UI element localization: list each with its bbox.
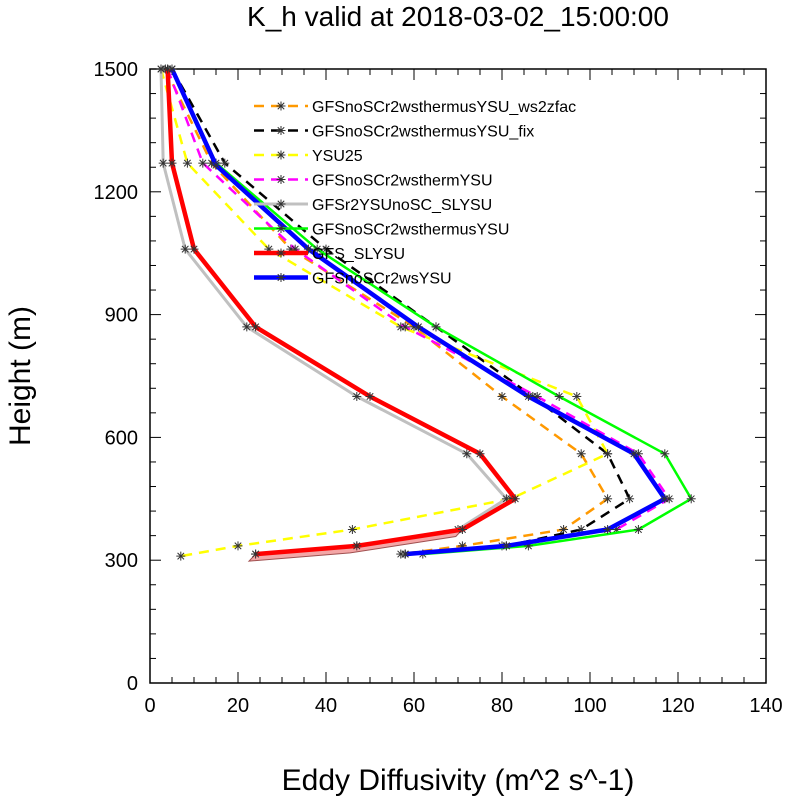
data-point bbox=[352, 391, 362, 401]
legend-marker bbox=[276, 101, 286, 111]
x-axis: 0 20 40 60 80 100 120 140 bbox=[144, 69, 783, 717]
x-axis-label: Eddy Diffusivity (m^2 s^-1) bbox=[282, 764, 635, 796]
y-tick-label: 600 bbox=[105, 427, 138, 449]
data-point bbox=[497, 391, 507, 401]
data-point bbox=[167, 64, 177, 74]
data-point bbox=[413, 322, 423, 332]
data-point bbox=[182, 158, 192, 168]
data-point bbox=[352, 541, 362, 551]
plot-frame bbox=[149, 68, 767, 684]
legend-item: GFS_SLYSU bbox=[254, 246, 405, 263]
y-axis-label: Height (m) bbox=[4, 306, 37, 446]
data-point bbox=[242, 322, 252, 332]
data-point bbox=[633, 525, 643, 534]
legend-marker bbox=[276, 126, 286, 135]
y-tick-label: 900 bbox=[105, 305, 138, 327]
data-point bbox=[462, 449, 472, 459]
data-point bbox=[365, 391, 375, 401]
data-point bbox=[510, 494, 520, 504]
data-point bbox=[660, 494, 670, 504]
legend: GFSnoSCr2wsthermusYSU_ws2zfac GFSnoSCr2ws… bbox=[254, 99, 576, 288]
data-point bbox=[603, 525, 613, 534]
legend-label: GFSnoSCr2wsthermusYSU bbox=[312, 222, 509, 239]
data-point bbox=[629, 449, 639, 459]
x-tick-label: 40 bbox=[315, 695, 337, 717]
data-point bbox=[251, 549, 261, 559]
x-tick-label: 100 bbox=[573, 695, 606, 717]
data-point bbox=[167, 158, 177, 168]
data-point bbox=[156, 64, 166, 74]
data-point bbox=[625, 494, 635, 504]
legend-marker bbox=[276, 150, 286, 160]
data-point bbox=[220, 158, 230, 168]
y-tick-label: 1200 bbox=[94, 182, 139, 204]
data-point bbox=[180, 244, 190, 254]
data-point bbox=[554, 391, 564, 401]
x-tick-label: 80 bbox=[491, 695, 513, 717]
data-point bbox=[660, 449, 670, 459]
legend-marker bbox=[276, 199, 286, 209]
legend-item: GFSnoSCr2wsthermYSU bbox=[254, 173, 493, 190]
chart-title: K_h valid at 2018-03-02_15:00:00 bbox=[247, 1, 669, 32]
data-point bbox=[321, 244, 331, 254]
legend-item: GFSr2YSUnoSC_SLYSU bbox=[254, 197, 492, 214]
data-point bbox=[603, 449, 613, 459]
series-8 bbox=[167, 64, 670, 559]
legend-label: GFSnoSCr2wsthermusYSU_fix bbox=[312, 124, 534, 141]
series-7 bbox=[163, 64, 520, 562]
data-point bbox=[576, 449, 586, 459]
x-tick-label: 0 bbox=[144, 695, 155, 717]
data-point bbox=[211, 160, 221, 170]
data-point bbox=[686, 494, 696, 504]
y-tick-label: 1500 bbox=[94, 59, 139, 81]
data-point bbox=[501, 541, 511, 551]
series-line bbox=[170, 68, 693, 556]
legend-item: YSU25 bbox=[254, 148, 363, 165]
legend-item: GFSnoSCr2wsYSU bbox=[254, 271, 452, 288]
data-point bbox=[198, 158, 208, 168]
series-line bbox=[159, 68, 609, 558]
legend-marker bbox=[276, 224, 286, 233]
data-point bbox=[400, 322, 410, 332]
legend-label: GFSnoSCr2wsthermYSU bbox=[312, 173, 493, 190]
legend-item: GFSnoSCr2wsthermusYSU bbox=[254, 222, 509, 239]
data-point bbox=[400, 549, 410, 559]
legend-label: GFSnoSCr2wsthermusYSU_ws2zfac bbox=[312, 99, 576, 116]
legend-label: GFS_SLYSU bbox=[312, 246, 405, 263]
legend-label: YSU25 bbox=[312, 148, 363, 165]
data-point bbox=[475, 449, 485, 459]
data-point bbox=[347, 525, 357, 534]
data-point bbox=[158, 158, 168, 168]
data-point bbox=[233, 541, 243, 551]
legend-item: GFSnoSCr2wsthermusYSU_ws2zfac bbox=[254, 99, 576, 116]
y-tick-label: 300 bbox=[105, 550, 138, 572]
data-point bbox=[457, 525, 467, 534]
legend-label: GFSnoSCr2wsYSU bbox=[312, 271, 452, 288]
x-tick-label: 140 bbox=[749, 695, 782, 717]
data-point bbox=[523, 391, 533, 401]
y-axis: 0 300 600 900 1200 1500 bbox=[94, 59, 766, 695]
plot-border bbox=[149, 68, 767, 684]
data-point bbox=[572, 391, 582, 401]
x-tick-label: 20 bbox=[227, 695, 249, 717]
legend-item: GFSnoSCr2wsthermusYSU_fix bbox=[254, 124, 534, 141]
y-tick-label: 0 bbox=[127, 673, 138, 695]
x-tick-label: 60 bbox=[403, 695, 425, 717]
legend-label: GFSr2YSUnoSC_SLYSU bbox=[312, 197, 492, 214]
series-line bbox=[165, 68, 518, 557]
legend-marker bbox=[276, 248, 286, 258]
legend-marker bbox=[276, 175, 286, 184]
series-line bbox=[159, 68, 508, 556]
series-line bbox=[169, 68, 668, 557]
data-point bbox=[251, 322, 261, 332]
data-point bbox=[176, 551, 186, 561]
legend-marker bbox=[276, 273, 286, 282]
x-tick-label: 120 bbox=[661, 695, 694, 717]
data-point bbox=[431, 322, 441, 332]
series-layer bbox=[156, 64, 696, 562]
data-point bbox=[189, 244, 199, 254]
series-line bbox=[164, 68, 609, 556]
data-point bbox=[603, 494, 613, 504]
